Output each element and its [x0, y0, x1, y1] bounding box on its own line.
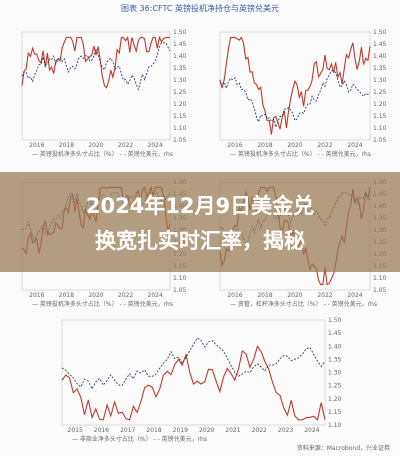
y2-tick-label: 1.05: [373, 137, 387, 144]
headline-line: 2024年12月9日美金兑: [86, 194, 314, 218]
x-tick-label: 2016: [29, 142, 44, 149]
source-note: 资料来源：Macrobond，兴业证券: [297, 444, 390, 452]
y2-tick-label: 1.45: [328, 330, 342, 337]
figure-title: 图表 36:CFTC 英镑投机净持仓与英镑兑美元: [121, 3, 279, 13]
x-tick-label: 2016: [94, 427, 109, 434]
headline-line: 换宽扎实时汇率，揭秘: [95, 229, 305, 253]
x-tick-label: 2022: [118, 142, 133, 149]
x-tick-label: 2020: [287, 292, 302, 299]
blue-dashed-line: [219, 70, 371, 129]
y2-tick-label: 1.05: [173, 137, 187, 144]
x-tick-label: 2017: [120, 427, 135, 434]
y2-tick-label: 1.50: [173, 29, 187, 36]
x-tick-label: 2022: [118, 292, 133, 299]
x-tick-label: 2018: [59, 142, 74, 149]
y2-tick-label: 1.15: [173, 113, 187, 120]
y2-tick-label: 1.40: [173, 53, 187, 60]
y2-tick-label: 1.35: [328, 356, 342, 363]
y2-tick-label: 1.10: [373, 125, 387, 132]
red-line: [61, 345, 326, 421]
red-line: [21, 35, 170, 89]
y2-tick-label: 1.20: [328, 396, 342, 403]
legend: — 英镑投机净多头寸占比（%） - - 英镑兑美元，rhs: [32, 150, 173, 158]
x-tick-label: 2016: [29, 292, 44, 299]
y2-tick-label: 1.50: [328, 317, 342, 324]
y2-tick-label: 1.25: [173, 89, 187, 96]
x-tick-label: 2024: [347, 292, 362, 299]
x-tick-label: 2016: [227, 292, 242, 299]
x-tick-label: 2024: [148, 292, 163, 299]
plot-frame: [61, 319, 326, 426]
y2-tick-label: 1.10: [173, 125, 187, 132]
x-tick-label: 2022: [317, 142, 332, 149]
plot-frame: [219, 31, 371, 141]
blue-dashed-line: [61, 337, 326, 390]
y2-tick-label: 1.30: [373, 77, 387, 84]
legend: — 非商业净多头寸占比（%） - - 英镑兑美元，rhs: [72, 435, 207, 443]
y2-tick-label: 1.15: [373, 113, 387, 120]
x-tick-label: 2024: [304, 427, 319, 434]
y2-tick-label: 1.45: [173, 41, 187, 48]
y2-tick-label: 1.45: [373, 41, 387, 48]
y2-tick-label: 1.15: [328, 409, 342, 416]
x-tick-label: 2020: [88, 292, 103, 299]
x-tick-label: 2018: [257, 142, 272, 149]
y2-tick-label: 1.25: [328, 383, 342, 390]
x-tick-label: 2024: [347, 142, 362, 149]
legend: — 英镑投机净多头寸占比（%） - - 英镑兑美元，rhs: [230, 150, 371, 158]
x-tick-label: 2018: [59, 292, 74, 299]
y2-tick-label: 1.10: [173, 275, 187, 282]
x-tick-label: 2022: [252, 427, 267, 434]
y2-tick-label: 1.35: [373, 65, 387, 72]
y2-tick-label: 1.50: [373, 29, 387, 36]
y2-tick-label: 1.35: [173, 65, 187, 72]
x-tick-label: 2023: [278, 427, 293, 434]
y2-tick-label: 1.05: [173, 287, 187, 294]
overlay-band: [0, 172, 400, 272]
y2-tick-label: 1.40: [373, 53, 387, 60]
y2-tick-label: 1.10: [373, 275, 387, 282]
legend: — 英镑投机净多头寸占比（%） - - 英镑兑美元，rhs: [32, 300, 173, 308]
x-tick-label: 2020: [199, 427, 214, 434]
x-tick-label: 2019: [173, 427, 188, 434]
blue-dashed-line: [21, 42, 171, 91]
x-tick-label: 2022: [317, 292, 332, 299]
y2-tick-label: 1.05: [373, 287, 387, 294]
plot-frame: [21, 31, 171, 141]
y2-tick-label: 1.10: [328, 422, 342, 429]
x-tick-label: 2015: [68, 427, 83, 434]
x-tick-label: 2020: [88, 142, 103, 149]
x-tick-label: 2020: [287, 142, 302, 149]
y2-tick-label: 1.30: [173, 77, 187, 84]
x-tick-label: 2021: [225, 427, 240, 434]
y2-tick-label: 1.30: [328, 370, 342, 377]
x-tick-label: 2016: [227, 142, 242, 149]
y2-tick-label: 1.25: [373, 89, 387, 96]
y2-tick-label: 1.20: [373, 101, 387, 108]
x-tick-label: 2018: [146, 427, 161, 434]
x-tick-label: 2024: [148, 142, 163, 149]
y2-tick-label: 1.20: [173, 101, 187, 108]
red-line: [219, 36, 371, 135]
x-tick-label: 2018: [257, 292, 272, 299]
y2-tick-label: 1.40: [328, 343, 342, 350]
legend: — 资管，杠杆净多头寸占比（%） - - 英镑兑美元，rhs: [230, 300, 377, 308]
